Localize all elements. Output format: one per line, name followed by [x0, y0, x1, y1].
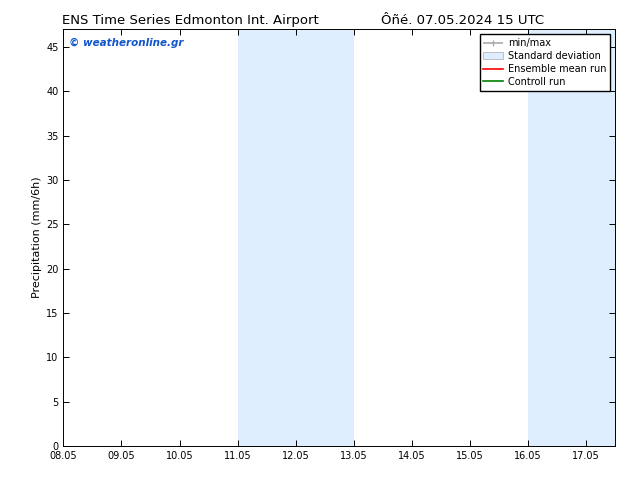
- Text: ENS Time Series Edmonton Int. Airport: ENS Time Series Edmonton Int. Airport: [62, 14, 318, 27]
- Bar: [528, 29, 634, 446]
- Legend: min/max, Standard deviation, Ensemble mean run, Controll run: min/max, Standard deviation, Ensemble me…: [479, 34, 610, 91]
- Text: Ôñé. 07.05.2024 15 UTC: Ôñé. 07.05.2024 15 UTC: [381, 14, 545, 27]
- Text: © weatheronline.gr: © weatheronline.gr: [69, 38, 183, 48]
- Bar: [238, 29, 354, 446]
- Y-axis label: Precipitation (mm/6h): Precipitation (mm/6h): [32, 177, 42, 298]
